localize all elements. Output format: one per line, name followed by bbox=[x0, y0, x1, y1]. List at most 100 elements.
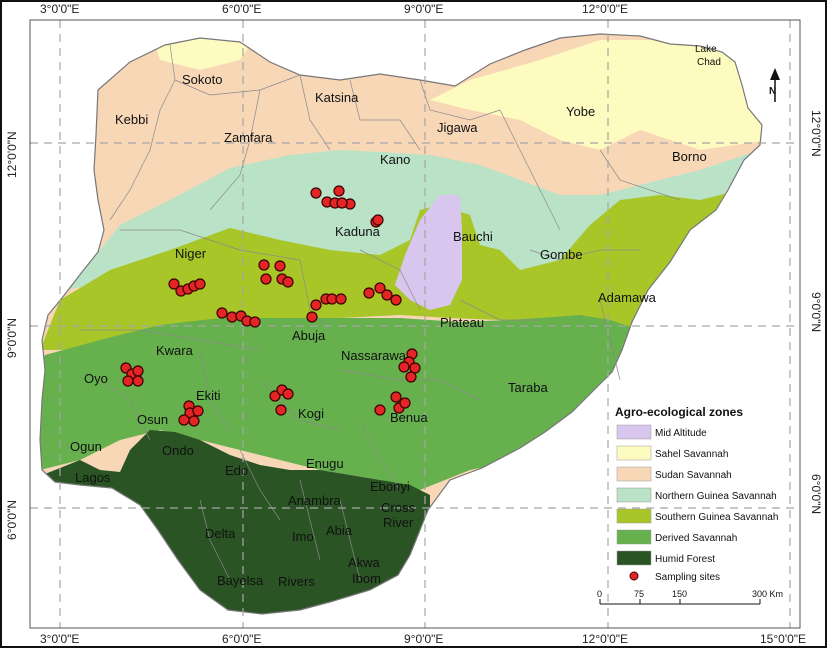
label-yobe: Yobe bbox=[566, 104, 595, 119]
label-cross-river-line2: River bbox=[383, 515, 414, 530]
label-lake-chad-line2: Chad bbox=[697, 57, 721, 68]
label-lagos: Lagos bbox=[75, 470, 111, 485]
label-akwa-ibom-line2: Ibom bbox=[352, 571, 381, 586]
graticule bbox=[30, 20, 800, 628]
label-kaduna: Kaduna bbox=[335, 224, 381, 239]
label-lake-chad-line1: Lake bbox=[695, 44, 717, 55]
coord-bottom-12e: 12°0'0"E bbox=[582, 632, 628, 646]
label-ogun: Ogun bbox=[70, 439, 102, 454]
label-benua: Benua bbox=[390, 410, 428, 425]
scale-label-0: 0 bbox=[597, 589, 602, 599]
label-zamfara: Zamfara bbox=[224, 130, 273, 145]
zone-humid-forest bbox=[40, 430, 430, 614]
coord-right-12n: 12°0'0"N bbox=[809, 110, 823, 157]
label-akwa-ibom-line1: Akwa bbox=[348, 555, 381, 570]
legend-swatch-4 bbox=[616, 508, 652, 524]
sampling-site bbox=[374, 282, 386, 294]
label-edo: Edo bbox=[225, 463, 248, 478]
label-bauchi: Bauchi bbox=[453, 229, 493, 244]
zone-sahel-savannah bbox=[150, 34, 762, 150]
sampling-site bbox=[192, 405, 204, 417]
label-cross-river-line1: Cross bbox=[381, 500, 415, 515]
sampling-site bbox=[188, 415, 200, 427]
scale-bar: 0 75 150 300 Km bbox=[597, 589, 783, 605]
label-ebonyi: Ebonyi bbox=[370, 479, 410, 494]
sampling-site bbox=[405, 371, 417, 383]
zone-mid-altitude bbox=[395, 195, 462, 310]
north-arrow-label: N bbox=[769, 86, 776, 97]
sampling-site bbox=[275, 404, 287, 416]
legend-item-label-5: Derived Savannah bbox=[655, 533, 737, 544]
sampling-site bbox=[381, 289, 393, 301]
north-arrow: N bbox=[769, 68, 780, 102]
sampling-site bbox=[409, 362, 421, 374]
label-borno: Borno bbox=[672, 149, 707, 164]
sampling-site bbox=[132, 375, 144, 387]
label-ondo: Ondo bbox=[162, 443, 194, 458]
label-imo: Imo bbox=[292, 529, 314, 544]
sampling-site bbox=[274, 260, 286, 272]
coord-top-12e: 12°0'0"E bbox=[582, 2, 628, 16]
sampling-site bbox=[168, 278, 180, 290]
label-jigawa: Jigawa bbox=[437, 120, 478, 135]
label-oyo: Oyo bbox=[84, 371, 108, 386]
label-niger: Niger bbox=[175, 246, 207, 261]
sampling-site bbox=[194, 278, 206, 290]
state-boundaries bbox=[80, 44, 681, 581]
sampling-site bbox=[249, 316, 261, 328]
sampling-site bbox=[310, 299, 322, 311]
sampling-site bbox=[122, 375, 134, 387]
coord-bottom-9e: 9°0'0"E bbox=[404, 632, 443, 646]
label-taraba: Taraba bbox=[508, 380, 549, 395]
coord-bottom-6e: 6°0'0"E bbox=[222, 632, 261, 646]
label-anambra: Anambra bbox=[288, 493, 342, 508]
coordinate-labels: 3°0'0"E 6°0'0"E 9°0'0"E 12°0'0"E 3°0'0"E… bbox=[5, 2, 823, 646]
label-ekiti: Ekiti bbox=[196, 388, 221, 403]
zone-derived-savannah bbox=[40, 315, 640, 490]
legend-swatch-3 bbox=[616, 487, 652, 503]
legend-item-label-4: Southern Guinea Savannah bbox=[655, 512, 778, 523]
label-nassarawa: Nassarawa bbox=[341, 348, 407, 363]
legend-swatch-0 bbox=[616, 424, 652, 440]
coord-right-9n: 9°0'0"N bbox=[809, 292, 823, 332]
legend-items: Mid Altitude Sahel Savannah Sudan Savannah… bbox=[616, 424, 778, 566]
label-rivers: Rivers bbox=[278, 574, 315, 589]
legend-item-label-2: Sudan Savannah bbox=[655, 470, 732, 481]
sampling-site bbox=[269, 390, 281, 402]
sampling-site bbox=[260, 273, 272, 285]
legend-swatch-5 bbox=[616, 529, 652, 545]
sampling-site bbox=[258, 259, 270, 271]
sampling-site bbox=[282, 388, 294, 400]
legend-item-label-0: Mid Altitude bbox=[655, 428, 707, 439]
coord-bottom-15e: 15°0'0"E bbox=[760, 632, 806, 646]
sampling-site bbox=[216, 307, 228, 319]
sampling-site bbox=[390, 294, 402, 306]
sampling-site bbox=[372, 214, 384, 226]
north-arrow-head bbox=[770, 68, 780, 80]
coord-top-6e: 6°0'0"E bbox=[222, 2, 261, 16]
label-plateau: Plateau bbox=[440, 315, 484, 330]
label-sokoto: Sokoto bbox=[182, 72, 222, 87]
label-adamawa: Adamawa bbox=[598, 290, 657, 305]
legend-item-label-3: Northern Guinea Savannah bbox=[655, 491, 777, 502]
label-katsina: Katsina bbox=[315, 90, 359, 105]
coord-top-9e: 9°0'0"E bbox=[404, 2, 443, 16]
country-outline bbox=[39, 33, 763, 615]
scale-label-75: 75 bbox=[634, 589, 644, 599]
legend-item-label-1: Sahel Savannah bbox=[655, 449, 728, 460]
sampling-sites-layer bbox=[120, 185, 421, 427]
sampling-site bbox=[306, 311, 318, 323]
label-kebbi: Kebbi bbox=[115, 112, 148, 127]
sampling-site bbox=[178, 414, 190, 426]
coord-bottom-3e: 3°0'0"E bbox=[40, 632, 79, 646]
sampling-site bbox=[335, 293, 347, 305]
legend: Agro-ecological zones Mid Altitude Sahel … bbox=[615, 405, 778, 583]
label-abia: Abia bbox=[326, 523, 353, 538]
sampling-site bbox=[399, 397, 411, 409]
sampling-site bbox=[398, 361, 410, 373]
label-enugu: Enugu bbox=[306, 456, 344, 471]
label-kogi: Kogi bbox=[298, 406, 324, 421]
label-abuja: Abuja bbox=[292, 328, 326, 343]
coord-left-12n: 12°0'0"N bbox=[5, 131, 19, 178]
